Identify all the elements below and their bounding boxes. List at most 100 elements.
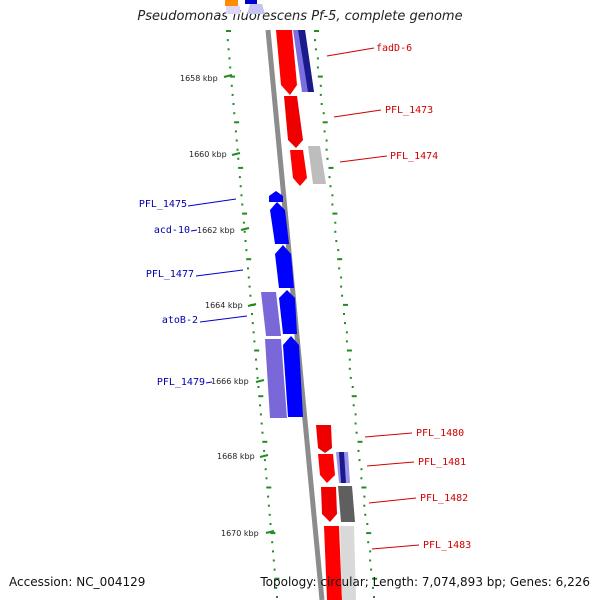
- gc-dot-right: [370, 568, 373, 571]
- genome-summary-text: Topology: circular; Length: 7,074,893 bp…: [260, 575, 590, 589]
- gc-dot-left: [263, 449, 266, 452]
- gc-dot-left: [242, 221, 245, 224]
- gene-label-PFL_1475[interactable]: PFL_1475: [139, 199, 187, 210]
- gc-dot-left: [251, 322, 254, 325]
- gene-feature-PFL_1475[interactable]: [269, 191, 283, 202]
- gene-label-fadD-6[interactable]: fadD-6: [376, 43, 412, 54]
- accession-text: Accession: NC_004129: [9, 575, 146, 589]
- gene-label-PFL_1473[interactable]: PFL_1473: [385, 105, 433, 116]
- gc-dot-right: [354, 413, 357, 416]
- gc-dot-left: [257, 386, 260, 388]
- gc-dot-right: [322, 112, 325, 115]
- leader-PFL_1483: [371, 544, 420, 550]
- gc-dot-right: [316, 57, 319, 60]
- gene-feature-acd-10[interactable]: [270, 202, 289, 244]
- gc-dot-left: [256, 376, 259, 379]
- secondary-features: [293, 30, 356, 600]
- gene-feature-PFL_1479[interactable]: [283, 336, 303, 417]
- gc-dot-left: [242, 212, 248, 215]
- gc-dot-left: [229, 66, 232, 69]
- gc-dot-right: [360, 477, 363, 480]
- gc-dot-right: [337, 249, 340, 252]
- gc-dot-right: [373, 596, 375, 598]
- leader-PFL_1473: [333, 109, 382, 118]
- gene-label-PFL_1474[interactable]: PFL_1474: [390, 151, 438, 162]
- gc-dot-left: [249, 294, 252, 297]
- gc-dot-left: [243, 230, 246, 233]
- tick-1660: [231, 152, 241, 156]
- gene-feature-PFL_1481[interactable]: [318, 454, 335, 483]
- gc-dot-right: [345, 331, 348, 334]
- tick-1664: [247, 303, 257, 307]
- gc-dot-right: [331, 194, 334, 197]
- gene-label-PFL_1481[interactable]: PFL_1481: [418, 457, 466, 468]
- gc-dot-right: [314, 48, 317, 51]
- gene-label-atoB-2[interactable]: atoB-2: [162, 315, 198, 326]
- gc-dot-right: [355, 431, 358, 434]
- gc-dot-left: [230, 75, 235, 78]
- leader-atoB-2: [199, 315, 248, 323]
- gc-dot-right: [361, 486, 367, 489]
- gc-dot-right: [338, 267, 341, 270]
- gc-dot-left: [258, 395, 264, 398]
- gc-dot-right: [319, 93, 322, 96]
- gc-dot-right: [325, 139, 328, 142]
- leader-acd-10: [190, 229, 198, 232]
- gc-dot-left: [230, 84, 233, 87]
- scale-label-1668: 1668 kbp: [217, 452, 255, 461]
- gc-dot-right: [348, 358, 351, 361]
- gray-feature-PFL_1482: [338, 486, 355, 522]
- gc-dot-right: [345, 340, 348, 343]
- gene-feature-PFL_1477[interactable]: [275, 245, 294, 288]
- gene-feature-PFL_1482[interactable]: [321, 487, 337, 522]
- gene-feature-fadD-6[interactable]: [276, 30, 297, 95]
- gene-label-PFL_1483[interactable]: PFL_1483: [423, 540, 471, 551]
- gene-feature-PFL_1483[interactable]: [324, 526, 342, 600]
- gc-dot-left: [263, 459, 266, 462]
- gc-dot-right: [320, 103, 323, 105]
- gc-dot-left: [267, 504, 270, 507]
- gc-dot-left: [241, 203, 244, 206]
- gc-dot-right: [351, 395, 357, 398]
- gene-label-acd-10[interactable]: acd-10: [154, 225, 190, 236]
- gene-feature-atoB-2[interactable]: [279, 290, 297, 334]
- partial-feature-lavender-arrow: [247, 4, 265, 14]
- gc-dot-right: [334, 221, 337, 224]
- partial-feature-lavender: [226, 6, 240, 14]
- gc-dot-left: [271, 541, 274, 544]
- gc-dot-left: [236, 148, 239, 151]
- gc-dot-left: [269, 523, 272, 525]
- gc-dot-left: [273, 568, 276, 571]
- gene-label-PFL_1477[interactable]: PFL_1477: [146, 269, 194, 280]
- gene-feature-PFL_1474[interactable]: [290, 150, 307, 186]
- gc-dot-right: [363, 495, 366, 498]
- gc-dot-right: [372, 577, 378, 580]
- gc-dot-right: [363, 504, 366, 507]
- gene-feature-PFL_1480[interactable]: [316, 425, 332, 453]
- gc-dot-right: [329, 185, 332, 188]
- gc-dot-left: [275, 586, 278, 589]
- gc-dot-right: [322, 121, 328, 124]
- reverse-strand-genes: [261, 191, 303, 418]
- tick-1666: [255, 379, 265, 383]
- gc-dot-left: [270, 532, 276, 535]
- gc-dot-right: [328, 166, 334, 169]
- gc-dot-right: [360, 468, 363, 471]
- gene-label-PFL_1479[interactable]: PFL_1479: [157, 377, 205, 388]
- gc-dot-left: [268, 513, 271, 516]
- genome-title: Pseudomonas fluorescens Pf-5, complete g…: [137, 9, 463, 24]
- gene-feature-PFL_1473[interactable]: [284, 96, 303, 148]
- gene-label-PFL_1482[interactable]: PFL_1482: [420, 493, 468, 504]
- gc-dot-left: [276, 596, 278, 598]
- gc-dot-right: [357, 449, 360, 452]
- leader-PFL_1474: [339, 155, 388, 163]
- gc-dot-left: [226, 30, 231, 32]
- gc-dot-right: [351, 386, 354, 388]
- gc-dot-left: [274, 577, 280, 580]
- gc-dot-right: [335, 240, 338, 242]
- gc-dot-right: [317, 75, 323, 78]
- gene-label-PFL_1480[interactable]: PFL_1480: [416, 428, 464, 439]
- gc-dot-left: [272, 550, 274, 553]
- gc-dot-right: [325, 148, 328, 151]
